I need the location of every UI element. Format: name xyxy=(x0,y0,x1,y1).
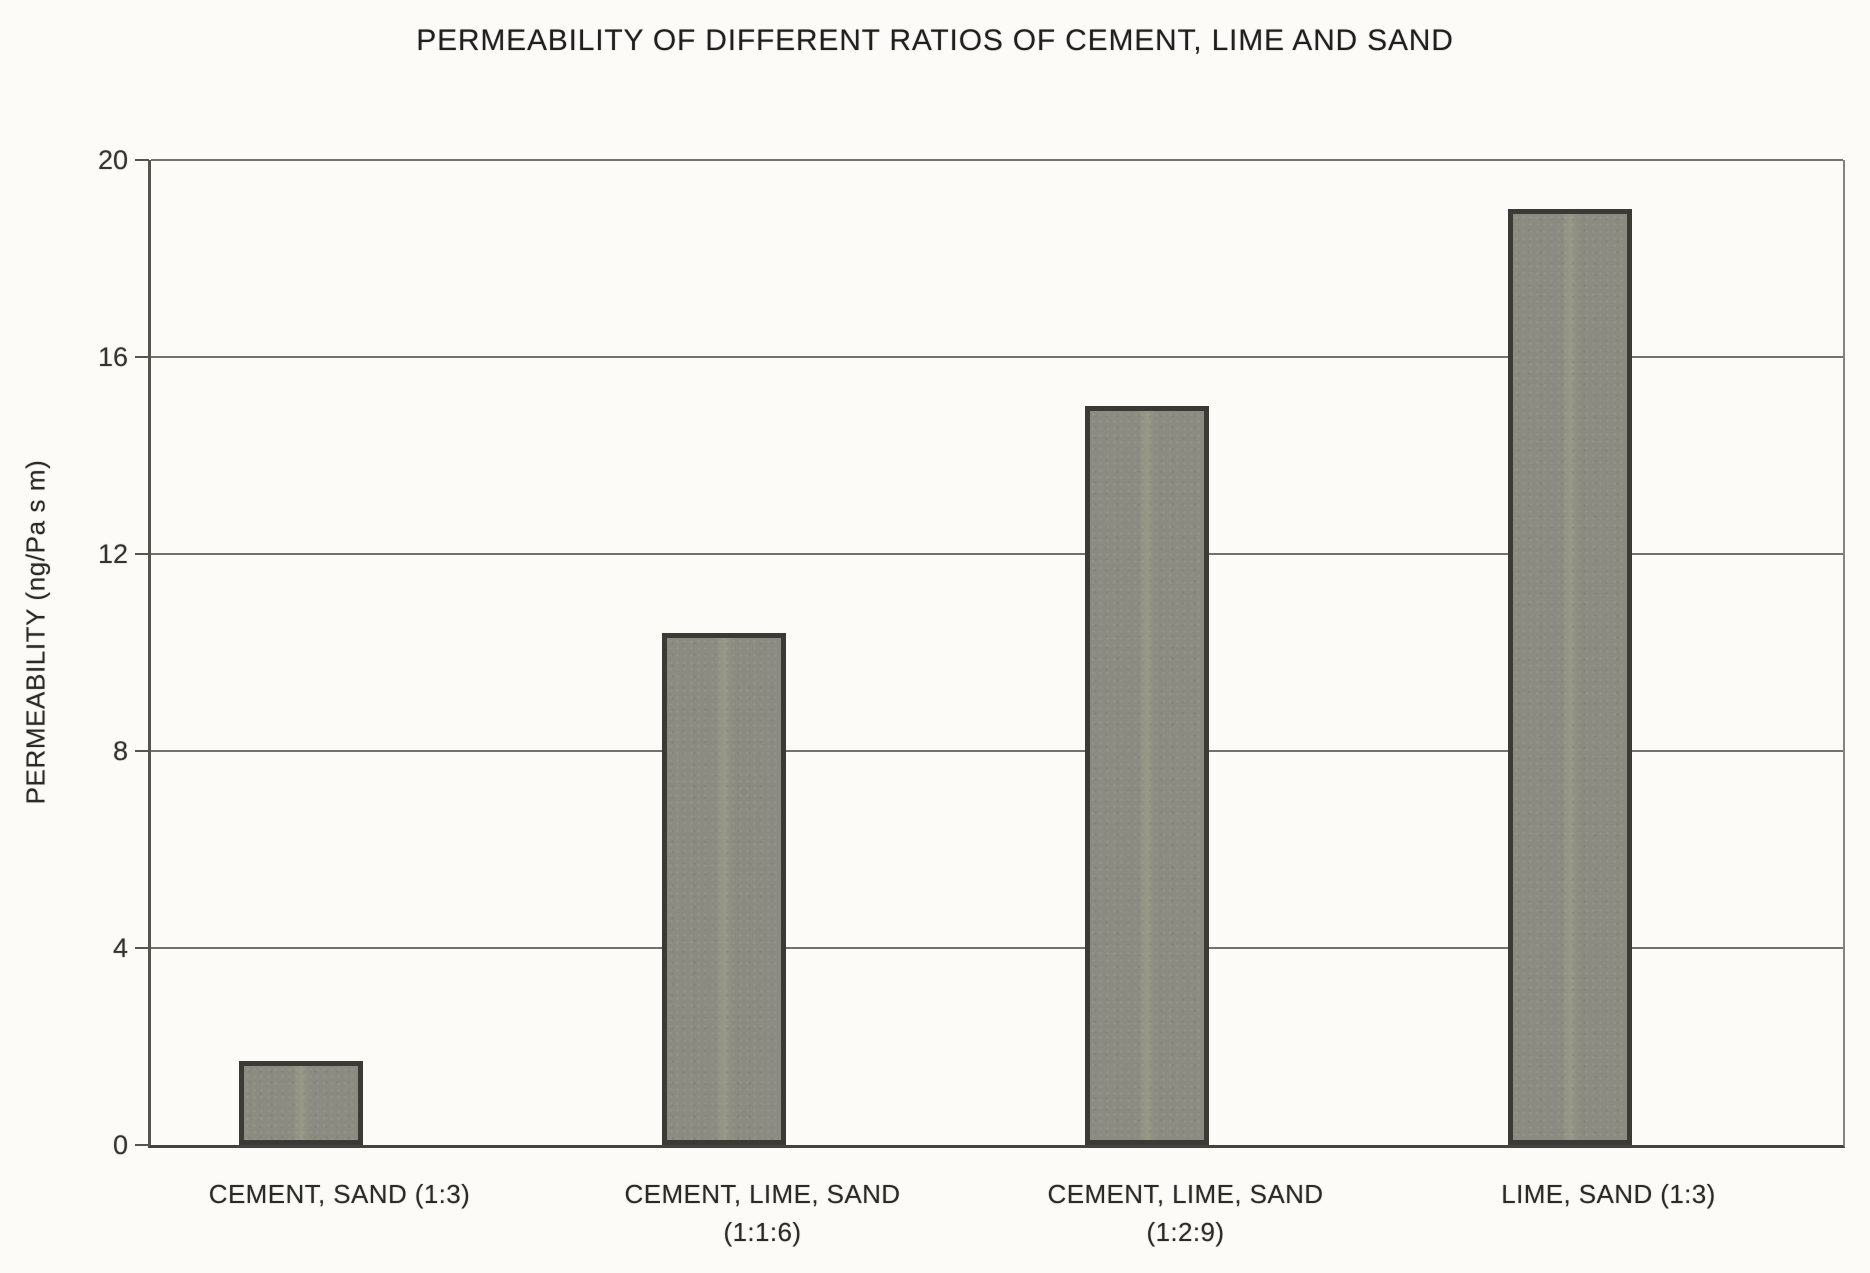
x-category-label-2: CEMENT, LIME, SAND (1:1:6) xyxy=(624,1179,901,1247)
gridline-20 xyxy=(151,159,1843,161)
bar-3 xyxy=(1084,406,1209,1145)
chart-title: PERMEABILITY OF DIFFERENT RATIOS OF CEME… xyxy=(416,24,1454,57)
x-category-label-4: LIME, SAND (1:3) xyxy=(1501,1179,1716,1209)
y-tick-mark-20 xyxy=(135,159,149,161)
y-tick-mark-8 xyxy=(135,750,149,752)
y-tick-label-20: 20 xyxy=(97,145,128,175)
x-category-label-1: CEMENT, SAND (1:3) xyxy=(208,1179,471,1209)
y-tick-label-8: 8 xyxy=(112,736,128,766)
y-tick-mark-16 xyxy=(135,356,149,358)
y-tick-label-12: 12 xyxy=(97,539,128,569)
y-tick-label-16: 16 xyxy=(97,342,128,372)
gridline-4 xyxy=(151,947,1843,949)
gridline-12 xyxy=(151,553,1843,555)
plot-area xyxy=(148,159,1845,1148)
bar-1 xyxy=(238,1061,363,1145)
gridline-16 xyxy=(151,356,1843,358)
bar-4 xyxy=(1507,209,1632,1145)
gridline-8 xyxy=(151,750,1843,752)
y-tick-mark-12 xyxy=(135,553,149,555)
y-tick-mark-0 xyxy=(135,1144,149,1146)
x-category-label-3: CEMENT, LIME, SAND (1:2:9) xyxy=(1047,1179,1324,1247)
y-tick-label-0: 0 xyxy=(112,1130,128,1160)
y-tick-label-4: 4 xyxy=(112,933,128,963)
bar-2 xyxy=(661,632,786,1145)
y-tick-mark-4 xyxy=(135,947,149,949)
